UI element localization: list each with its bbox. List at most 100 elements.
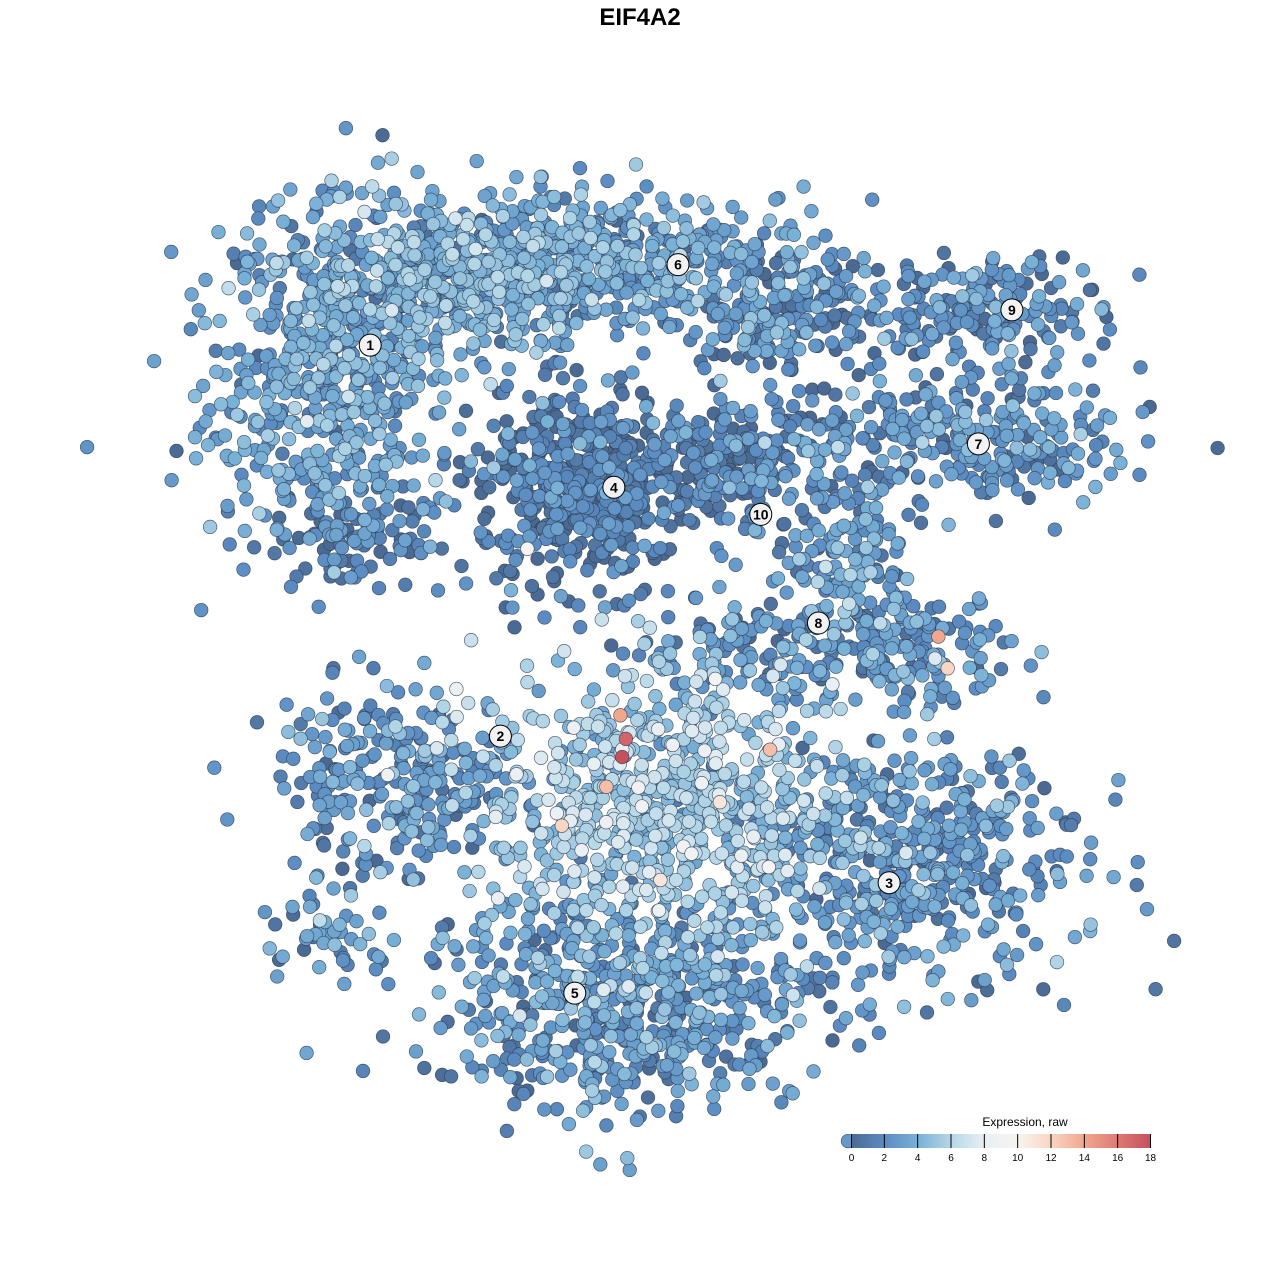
data-point	[407, 248, 422, 263]
data-point	[914, 406, 929, 421]
data-point	[275, 949, 290, 964]
data-point	[870, 262, 886, 278]
data-point	[481, 254, 496, 270]
data-point	[992, 760, 1008, 775]
data-point	[857, 264, 873, 279]
data-point	[435, 930, 450, 946]
data-point	[281, 431, 297, 447]
data-point	[525, 471, 540, 486]
data-point	[915, 668, 930, 683]
data-point	[467, 970, 482, 986]
data-point	[1010, 482, 1026, 497]
data-point	[337, 722, 352, 737]
data-point	[728, 306, 744, 321]
data-point	[901, 507, 916, 522]
data-point	[220, 498, 235, 514]
data-point	[555, 371, 571, 386]
data-point	[366, 818, 381, 833]
data-point	[345, 310, 361, 325]
data-point	[246, 540, 262, 555]
data-point	[312, 960, 327, 975]
data-point	[810, 837, 825, 852]
data-point	[534, 989, 550, 1004]
data-point	[470, 442, 486, 457]
data-point	[602, 1044, 617, 1060]
data-point	[537, 1102, 552, 1117]
data-point	[640, 1090, 656, 1105]
data-point	[951, 614, 967, 629]
data-point	[645, 415, 661, 431]
data-point	[679, 484, 695, 499]
data-point	[655, 191, 670, 206]
data-point	[581, 271, 596, 287]
data-point	[901, 292, 916, 307]
data-point	[604, 537, 619, 553]
data-point	[593, 414, 609, 430]
data-point	[774, 997, 790, 1012]
data-point	[610, 238, 625, 254]
data-point	[915, 795, 930, 810]
data-point	[574, 402, 590, 418]
data-point	[310, 443, 325, 459]
data-point	[225, 394, 240, 410]
data-point	[251, 199, 267, 214]
data-point	[327, 552, 342, 567]
data-point	[476, 814, 491, 829]
data-point	[828, 284, 844, 299]
data-point	[287, 855, 302, 871]
data-point	[194, 602, 209, 618]
data-point	[648, 689, 663, 704]
data-point	[669, 957, 684, 973]
data-point	[1083, 852, 1098, 867]
data-point	[1037, 781, 1052, 796]
data-point	[1135, 404, 1150, 420]
data-point	[820, 252, 835, 267]
data-point	[305, 209, 321, 225]
data-point	[758, 613, 774, 629]
data-point	[522, 389, 537, 405]
data-point	[545, 569, 561, 585]
data-point	[569, 362, 584, 378]
data-point	[973, 650, 988, 666]
data-point	[948, 335, 964, 350]
data-point	[262, 307, 277, 323]
data-point	[838, 336, 854, 352]
data-point	[251, 282, 267, 297]
data-point	[865, 192, 880, 207]
data-point	[462, 883, 477, 899]
data-point	[679, 221, 694, 236]
data-point	[721, 511, 736, 526]
data-point	[404, 824, 419, 839]
data-point	[423, 192, 439, 207]
data-point	[299, 928, 315, 944]
data-point	[901, 268, 916, 284]
data-point	[1023, 658, 1038, 673]
data-point	[786, 398, 801, 414]
data-point	[348, 217, 363, 233]
data-point	[372, 426, 387, 442]
data-point	[708, 1030, 723, 1045]
data-point	[325, 665, 340, 680]
data-point	[408, 1044, 424, 1059]
data-point	[290, 794, 305, 810]
data-point	[636, 346, 651, 361]
data-point	[463, 1021, 479, 1036]
data-point	[816, 276, 832, 291]
data-point	[783, 259, 798, 275]
data-point	[1009, 947, 1025, 963]
data-point	[639, 212, 654, 227]
data-point	[985, 483, 1000, 498]
data-point	[904, 776, 919, 791]
data-point	[899, 392, 914, 407]
data-point	[361, 926, 376, 942]
data-point	[473, 525, 488, 540]
data-point	[1016, 415, 1031, 431]
data-point	[771, 545, 787, 560]
data-point	[607, 501, 622, 516]
data-point	[795, 569, 810, 584]
data-point	[530, 551, 545, 566]
data-point	[613, 203, 628, 218]
data-point	[508, 552, 523, 568]
data-point	[357, 512, 372, 528]
data-point	[1034, 644, 1049, 660]
